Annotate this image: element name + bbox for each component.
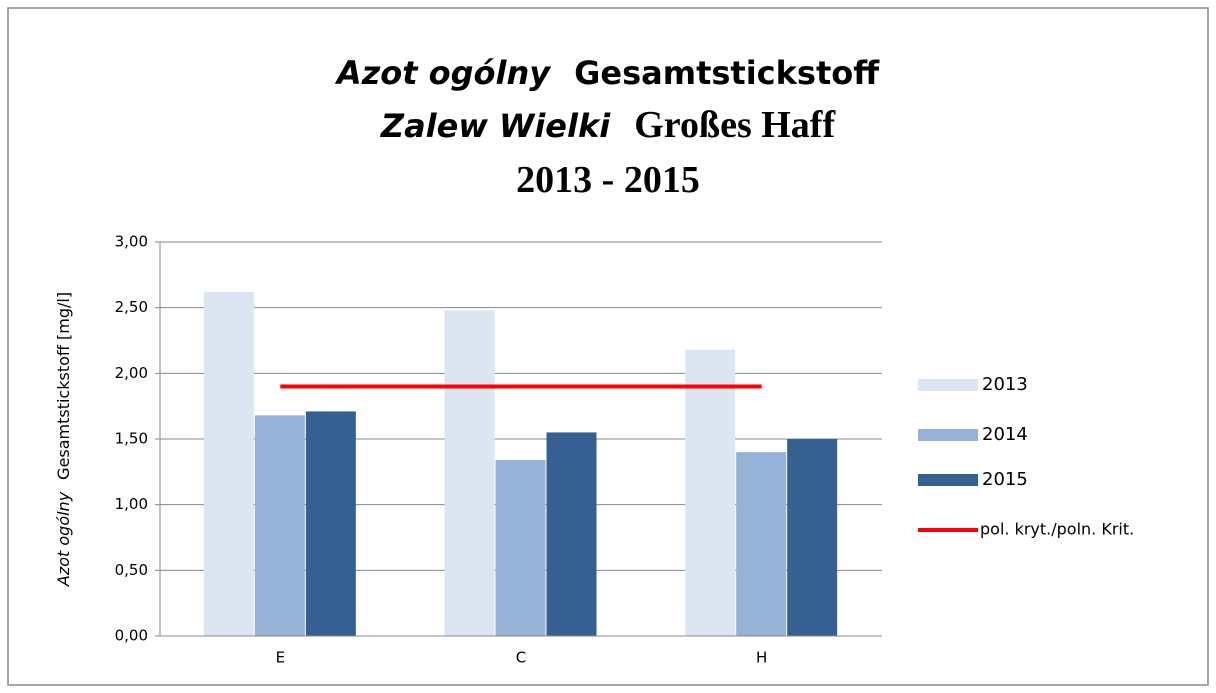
- bar: [254, 415, 305, 636]
- y-axis-label: Azot ogólny Gesamtstickstoff [mg/l]: [54, 292, 73, 587]
- y-tick-label: 1,00: [115, 495, 148, 513]
- bar: [685, 349, 736, 636]
- y-tick-label: 2,50: [115, 298, 148, 316]
- legend-label: pol. kryt./poln. Krit.: [980, 520, 1134, 539]
- x-tick-label: E: [276, 649, 285, 667]
- x-tick-label: H: [756, 649, 767, 667]
- chart-title: Zalew Wielki Großes Haff: [380, 104, 837, 146]
- legend-label: 2013: [982, 374, 1028, 395]
- legend-label: 2014: [982, 424, 1028, 445]
- y-tick-label: 1,50: [115, 430, 148, 448]
- y-tick-label: 0,50: [115, 561, 148, 579]
- bar: [495, 460, 546, 636]
- title-part: Großes Haff: [634, 104, 836, 146]
- bar: [787, 439, 838, 636]
- bar: [444, 310, 495, 636]
- legend-swatch: [918, 474, 978, 486]
- title-part: Gesamtstickstoff: [574, 54, 880, 92]
- legend-label: 2015: [982, 469, 1028, 490]
- y-axis-label-part: Azot ogólny: [54, 491, 73, 587]
- bar: [546, 432, 597, 636]
- title-part: Zalew Wielki: [380, 107, 611, 145]
- bar: [736, 452, 787, 636]
- title-part: 2013 - 2015: [516, 159, 700, 201]
- chart-title: Azot ogólny Gesamtstickstoff: [334, 54, 880, 92]
- title-part: Azot ogólny: [334, 54, 551, 92]
- y-tick-label: 2,00: [115, 364, 148, 382]
- bar: [305, 411, 356, 636]
- x-tick-label: C: [516, 649, 526, 667]
- y-axis-label-part: Gesamtstickstoff [mg/l]: [54, 292, 73, 480]
- legend-swatch: [918, 429, 978, 441]
- chart-title: 2013 - 2015: [516, 159, 700, 201]
- bar: [203, 291, 254, 636]
- legend-swatch: [918, 379, 978, 391]
- y-tick-label: 0,00: [115, 627, 148, 645]
- y-tick-label: 3,00: [115, 233, 148, 251]
